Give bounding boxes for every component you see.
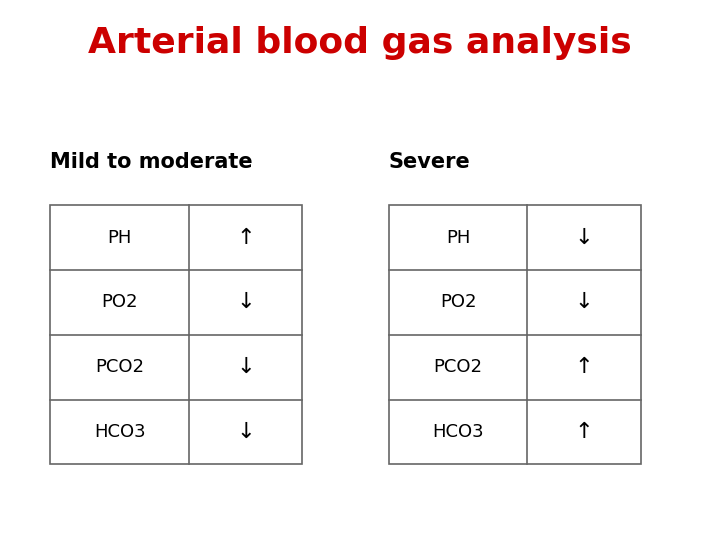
Text: ↓: ↓ [236,422,255,442]
Text: PCO2: PCO2 [95,358,144,376]
Text: HCO3: HCO3 [432,423,484,441]
Text: Severe: Severe [389,152,471,172]
Text: ↑: ↑ [575,357,593,377]
Text: PH: PH [107,228,132,247]
Text: HCO3: HCO3 [94,423,145,441]
Text: PO2: PO2 [102,293,138,312]
Text: ↑: ↑ [575,422,593,442]
Bar [50,205,302,464]
Text: ↓: ↓ [236,357,255,377]
Text: Mild to moderate: Mild to moderate [50,152,253,172]
Text: Arterial blood gas analysis: Arterial blood gas analysis [88,26,632,60]
Text: ↓: ↓ [575,292,593,313]
Text: ↓: ↓ [236,292,255,313]
Text: PO2: PO2 [440,293,477,312]
Text: ↓: ↓ [575,227,593,248]
Text: PCO2: PCO2 [433,358,482,376]
Text: ↑: ↑ [236,227,255,248]
Bar [389,205,641,464]
Text: PH: PH [446,228,470,247]
